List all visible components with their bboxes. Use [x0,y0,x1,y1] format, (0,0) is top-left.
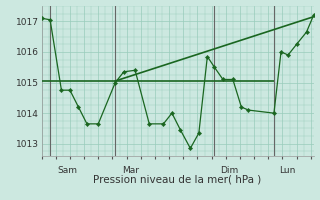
Text: Mar: Mar [122,166,139,175]
Text: Sam: Sam [57,166,77,175]
Text: Lun: Lun [280,166,296,175]
X-axis label: Pression niveau de la mer( hPa ): Pression niveau de la mer( hPa ) [93,175,262,185]
Text: Dim: Dim [220,166,238,175]
